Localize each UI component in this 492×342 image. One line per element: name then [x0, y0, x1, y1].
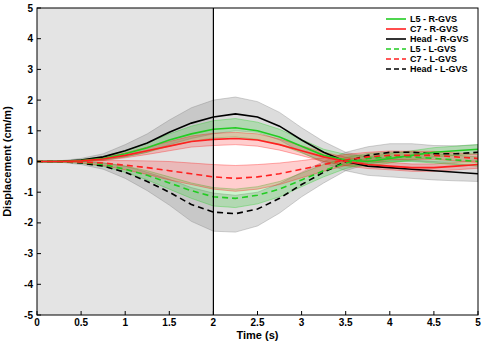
series-line	[37, 155, 478, 178]
y-tick-label: -3	[24, 248, 33, 259]
y-tick-label: 3	[27, 64, 33, 75]
y-tick-label: 1	[27, 125, 33, 136]
x-tick-label: 5	[475, 317, 481, 328]
y-tick-label: -5	[24, 310, 33, 321]
x-tick	[169, 311, 170, 315]
y-tick-label: 0	[27, 156, 33, 167]
x-tick-label: 0.5	[74, 317, 88, 328]
x-tick	[37, 311, 38, 315]
x-tick-label: 4	[387, 317, 393, 328]
x-tick-label: 2	[211, 317, 217, 328]
plot-area	[37, 8, 478, 315]
y-tick	[37, 69, 41, 70]
legend-swatch	[386, 58, 406, 60]
x-tick	[301, 311, 302, 315]
series-line	[37, 138, 478, 167]
y-tick	[37, 130, 41, 131]
series-line	[37, 128, 478, 162]
y-tick	[37, 192, 41, 193]
series-line	[37, 152, 478, 213]
y-tick	[37, 253, 41, 254]
x-tick	[478, 311, 479, 315]
y-tick-label: 5	[27, 3, 33, 14]
y-tick	[37, 38, 41, 39]
x-tick	[345, 311, 346, 315]
legend-swatch	[386, 68, 406, 70]
x-tick	[433, 311, 434, 315]
x-tick-label: 0	[34, 317, 40, 328]
x-tick-label: 4.5	[427, 317, 441, 328]
plot-frame	[37, 8, 478, 315]
y-tick	[37, 222, 41, 223]
y-tick	[37, 100, 41, 101]
x-tick-label: 1.5	[162, 317, 176, 328]
legend-label: L5 - R-GVS	[410, 14, 457, 24]
x-tick-label: 3	[299, 317, 305, 328]
x-tick-label: 1	[122, 317, 128, 328]
plot-background	[37, 8, 478, 315]
legend-label: L5 - L-GVS	[410, 44, 456, 54]
series-line	[37, 114, 478, 174]
x-axis-label: Time (s)	[237, 329, 279, 341]
legend-box	[383, 11, 475, 77]
legend-swatch	[386, 28, 406, 30]
y-tick	[37, 161, 41, 162]
y-tick-label: -2	[24, 217, 33, 228]
chart: 0 0.5 1 1.5 2 2.5 3 3.5 4 4.5 5 -5 -4 -3 -2 -1 0 1 2 3 4 5 Tim…	[0, 0, 492, 342]
x-tick-label: 2.5	[251, 317, 265, 328]
x-tick	[125, 311, 126, 315]
vertical-line	[213, 8, 214, 315]
legend-label: C7 - L-GVS	[410, 54, 457, 64]
legend-label: C7 - R-GVS	[410, 24, 458, 34]
legend-swatch	[386, 38, 406, 40]
y-tick-label: 2	[27, 95, 33, 106]
x-tick	[389, 311, 390, 315]
legend: L5 - R-GVSC7 - R-GVSHead - R-GVSL5 - L-G…	[383, 11, 475, 77]
x-tick-label: 3.5	[339, 317, 353, 328]
y-tick	[37, 284, 41, 285]
x-tick	[213, 311, 214, 315]
legend-label: Head - R-GVS	[410, 34, 469, 44]
legend-label: Head - L-GVS	[410, 64, 468, 74]
y-tick-label: 4	[27, 33, 33, 44]
y-tick-label: -1	[24, 187, 33, 198]
y-axis-label: Displacement (cm/m)	[1, 106, 13, 217]
y-tick	[37, 315, 41, 316]
legend-swatch	[386, 18, 406, 20]
x-tick	[257, 311, 258, 315]
y-tick	[37, 8, 41, 9]
y-tick-label: -4	[24, 279, 33, 290]
legend-swatch	[386, 48, 406, 50]
x-tick	[81, 311, 82, 315]
